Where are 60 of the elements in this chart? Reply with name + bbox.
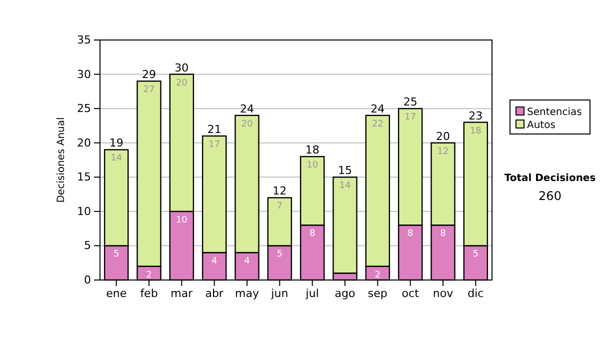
data-label: 2 <box>374 270 381 280</box>
total-label: 24 <box>370 102 385 116</box>
total-label: 20 <box>436 130 450 143</box>
total-label: 25 <box>403 96 418 109</box>
data-label: 10 <box>306 160 318 171</box>
y-axis-title: Decisiones Anual <box>56 117 67 203</box>
x-tick-label: nov <box>432 286 454 300</box>
total-label: 12 <box>272 184 287 198</box>
x-tick-label: oct <box>402 286 420 300</box>
legend-label: Sentencias <box>527 107 582 118</box>
data-label: 12 <box>437 146 449 157</box>
legend-label: Autos <box>527 120 556 131</box>
data-label: 18 <box>470 126 482 136</box>
data-label: 20 <box>176 78 188 88</box>
y-tick-label: 5 <box>84 239 91 252</box>
data-label: 8 <box>440 229 446 240</box>
y-tick-label: 0 <box>84 274 91 287</box>
data-label: 22 <box>372 119 384 130</box>
total-label: 15 <box>338 164 352 178</box>
total-label: 19 <box>109 136 124 150</box>
x-tick-label: jun <box>270 286 288 300</box>
data-label: 2 <box>146 270 152 280</box>
x-tick-label: ago <box>334 286 356 300</box>
data-label: 20 <box>241 119 253 130</box>
data-label: 8 <box>309 229 316 240</box>
y-tick-label: 10 <box>77 204 91 218</box>
data-label: 10 <box>176 215 188 226</box>
data-label: 5 <box>276 250 283 260</box>
data-label: 14 <box>339 181 351 192</box>
data-label: 17 <box>208 140 220 150</box>
data-label: 27 <box>143 85 155 96</box>
x-tick-label: dic <box>468 286 484 300</box>
x-tick-label: jul <box>304 286 319 300</box>
y-tick-label: 30 <box>77 68 91 81</box>
total-label: 21 <box>207 123 222 136</box>
x-tick-label: sep <box>368 286 388 300</box>
x-tick-label: abr <box>205 286 224 300</box>
data-label: 14 <box>110 154 122 164</box>
data-label: 4 <box>211 256 218 267</box>
data-label: 8 <box>407 229 414 240</box>
data-label: 5 <box>113 250 120 260</box>
text: Total Decisiones <box>504 173 596 184</box>
y-tick-label: 20 <box>77 136 91 150</box>
total-label: 30 <box>174 61 189 74</box>
total-label: 23 <box>468 109 483 122</box>
x-tick-label: mar <box>170 286 194 300</box>
total-label: 24 <box>240 102 254 116</box>
y-tick-label: 25 <box>77 102 91 116</box>
x-tick-label: feb <box>140 286 158 300</box>
data-label: 5 <box>472 250 479 260</box>
data-label: 4 <box>244 256 250 267</box>
x-tick-label: may <box>235 286 260 300</box>
total-label: 18 <box>305 144 320 157</box>
text: 260 <box>538 189 562 203</box>
data-label: 17 <box>404 112 416 123</box>
data-label: 7 <box>276 202 283 212</box>
y-tick-label: 35 <box>77 34 91 47</box>
y-tick-label: 15 <box>77 170 91 184</box>
x-tick-label: ene <box>106 286 127 300</box>
total-label: 29 <box>142 68 156 82</box>
